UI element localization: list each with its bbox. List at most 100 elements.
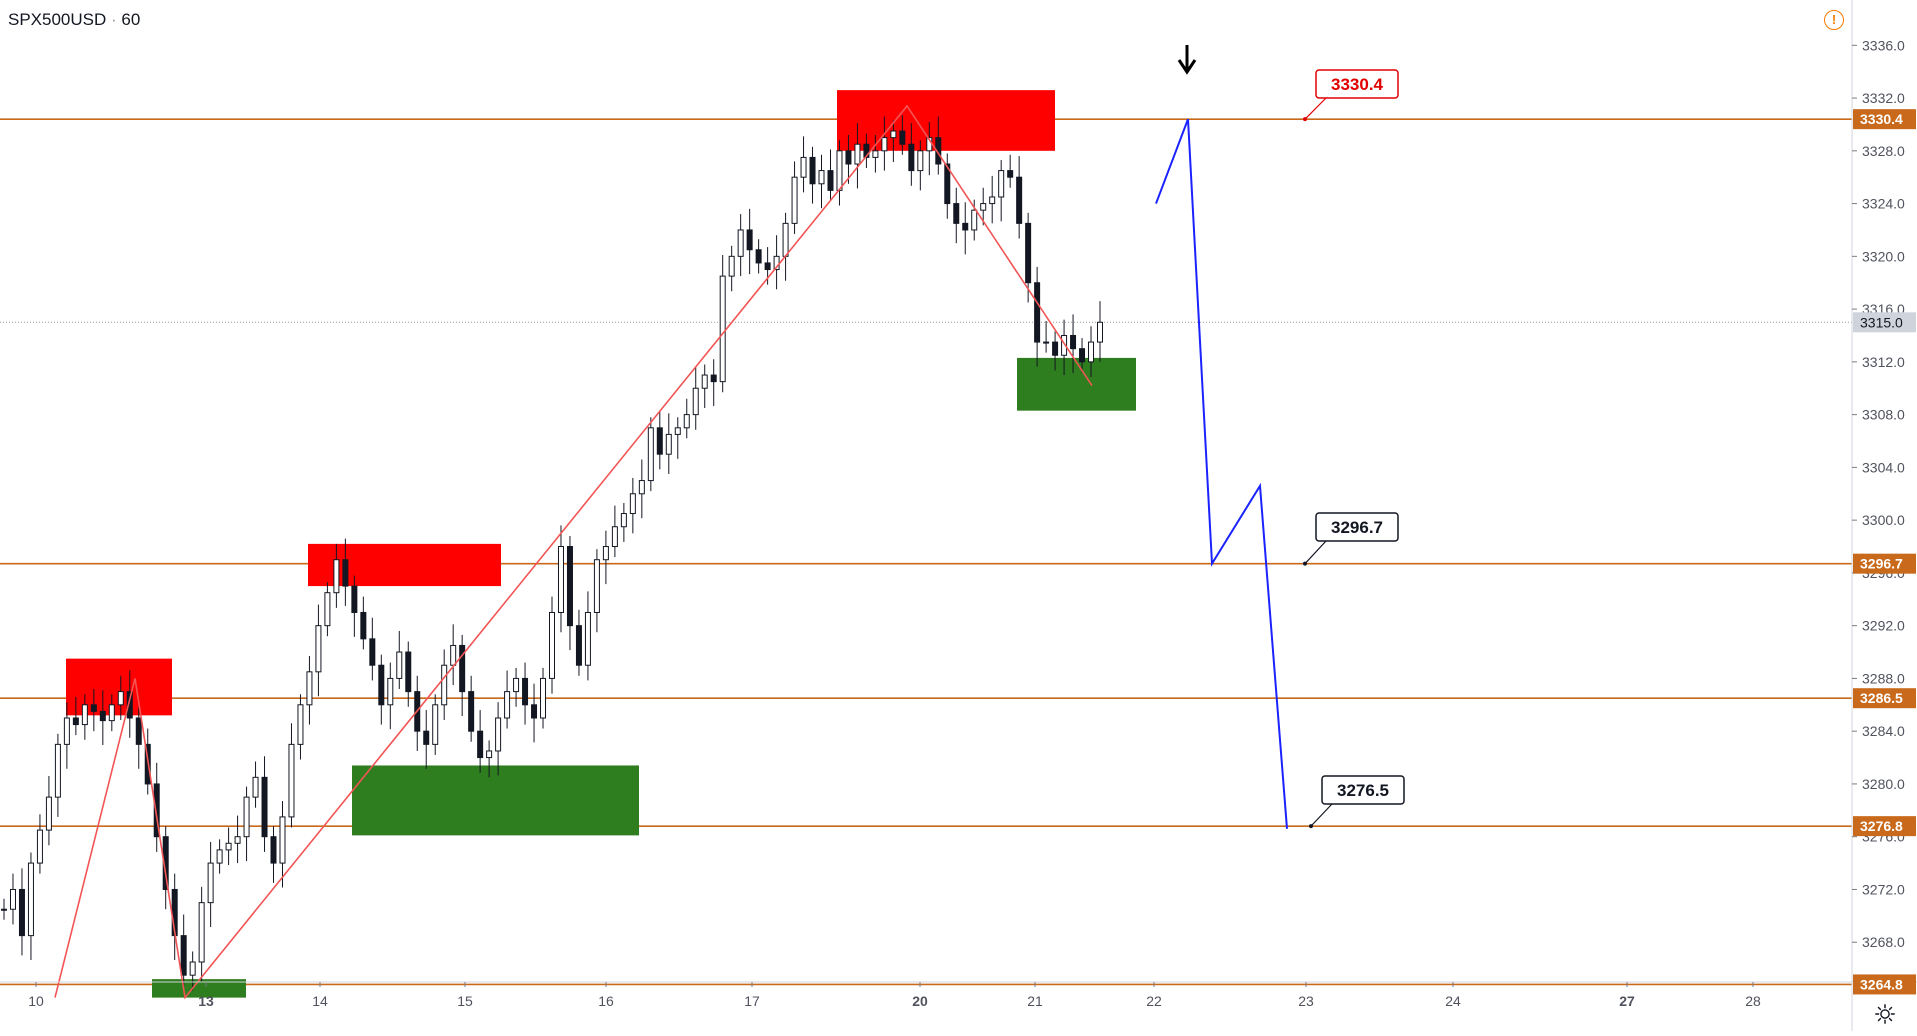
time-tick-label: 27 <box>1619 993 1635 1009</box>
resistance-zone-0[interactable] <box>837 90 1055 151</box>
candle-body <box>72 717 79 726</box>
candle-body <box>971 209 978 231</box>
candle-body <box>216 849 223 864</box>
candle-body <box>746 229 753 251</box>
candle-body <box>63 717 70 745</box>
candle-body <box>306 671 313 706</box>
time-tick-label: 10 <box>28 993 44 1009</box>
callout-label-3276-5-anchor <box>1309 824 1313 829</box>
candle-body <box>1052 341 1059 356</box>
level-badge-1[interactable] <box>1853 553 1916 574</box>
price-tick-label: 3332.0 <box>1862 90 1905 106</box>
support-zone-3[interactable] <box>1017 357 1136 411</box>
current-price-badge[interactable] <box>1853 312 1916 333</box>
callout-label-3276-5[interactable] <box>1321 775 1405 805</box>
candle-body <box>620 513 627 528</box>
time-tick-label: 15 <box>457 993 473 1009</box>
candle-body <box>1007 170 1014 178</box>
price-tick-label: 3328.0 <box>1862 143 1905 159</box>
candle-body <box>243 796 250 838</box>
level-badge-0[interactable] <box>1853 109 1916 130</box>
time-tick-label: 17 <box>744 993 760 1009</box>
callout-label-3296-7-pointer <box>1304 540 1327 565</box>
callout-label-3330-4-pointer <box>1304 97 1327 120</box>
candle-body <box>647 427 654 482</box>
candle-body <box>459 644 466 693</box>
candle-body <box>854 143 861 165</box>
resistance-zone-1[interactable] <box>308 543 501 587</box>
candle-body <box>117 691 124 706</box>
candle-body <box>360 611 367 640</box>
candle-body <box>1034 282 1041 343</box>
candle-body <box>953 203 960 224</box>
level-badge-3[interactable] <box>1853 816 1916 837</box>
candle-body <box>9 888 16 910</box>
time-tick-label: 16 <box>598 993 614 1009</box>
price-tick-label: 3312.0 <box>1862 354 1905 370</box>
candle-body <box>486 750 493 759</box>
candle-body <box>531 704 538 719</box>
time-tick-label: 21 <box>1027 993 1043 1009</box>
support-zone-5[interactable] <box>152 979 246 998</box>
level-badge-2[interactable] <box>1853 688 1916 709</box>
price-tick-label: 3320.0 <box>1862 248 1905 264</box>
level-badge-4[interactable] <box>1853 974 1916 995</box>
candle-body <box>701 374 708 389</box>
candle-body <box>899 130 906 145</box>
candle-body <box>252 776 259 798</box>
time-tick-label: 22 <box>1146 993 1162 1009</box>
price-tick-label: 3268.0 <box>1862 934 1905 950</box>
callout-label-3296-7[interactable] <box>1315 512 1399 542</box>
level-badge-text: 3296.7 <box>1860 556 1903 572</box>
price-tick-label: 3280.0 <box>1862 776 1905 792</box>
interval-label: 60 <box>121 10 141 29</box>
candle-body <box>638 480 645 495</box>
candle-body <box>270 836 277 864</box>
candle-body <box>540 677 547 719</box>
price-tick-label: 3292.0 <box>1862 618 1905 634</box>
symbol-title[interactable]: SPX500USD · 60 <box>8 10 140 30</box>
candle-body <box>450 644 457 666</box>
gear-icon[interactable] <box>1874 1003 1896 1025</box>
candle-body <box>522 677 529 706</box>
candle-body <box>629 493 636 515</box>
level-badge-text: 3264.8 <box>1860 976 1903 992</box>
candle-body <box>593 559 600 613</box>
candle-body <box>468 691 475 732</box>
price-tick-label: 3284.0 <box>1862 723 1905 739</box>
candle-body <box>234 836 241 844</box>
candle-body <box>890 130 897 139</box>
candle-body <box>584 611 591 666</box>
candle-body <box>396 651 403 679</box>
title-separator: · <box>111 10 117 29</box>
zigzag-line[interactable] <box>54 104 1093 1000</box>
candle-body <box>782 222 789 257</box>
candle-body <box>566 546 573 627</box>
candle-body <box>944 163 951 205</box>
candle-body <box>81 704 88 726</box>
candle-body <box>90 704 97 712</box>
support-zone-4[interactable] <box>352 765 639 836</box>
candle-body <box>351 585 358 613</box>
level-badge-text: 3276.8 <box>1860 818 1903 834</box>
callout-label-3296-7-text: 3296.7 <box>1331 518 1383 537</box>
price-tick-label: 3308.0 <box>1862 407 1905 423</box>
candle-body <box>441 664 448 706</box>
candle-body <box>432 704 439 745</box>
candle-body <box>980 203 987 211</box>
candle-body <box>818 170 825 185</box>
alert-circle-icon[interactable]: ! <box>1824 10 1844 30</box>
candle-body <box>198 902 205 963</box>
candle-body <box>504 691 511 719</box>
callout-label-3296-7-anchor <box>1303 561 1307 566</box>
time-tick-label: 23 <box>1298 993 1314 1009</box>
callout-label-3330-4[interactable] <box>1315 69 1399 99</box>
candle-body <box>225 842 232 851</box>
candle-body <box>764 262 771 271</box>
projection-path[interactable] <box>1155 118 1288 829</box>
candle-body <box>611 526 618 548</box>
candle-body <box>710 374 717 383</box>
price-tick-label: 3288.0 <box>1862 670 1905 686</box>
